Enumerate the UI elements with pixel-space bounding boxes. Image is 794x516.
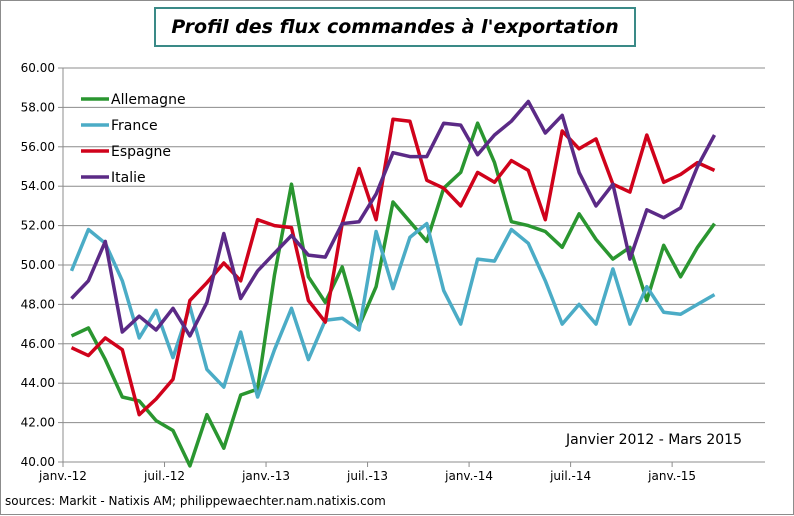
source-note: sources: Markit - Natixis AM; philippewa… [5,494,386,508]
y-tick-label: 58.00 [21,100,55,114]
legend-label: Espagne [111,144,171,160]
legend-label: Allemagne [111,92,186,108]
y-tick-label: 44.00 [21,376,55,390]
series-line-france [72,224,715,397]
date-range-annotation: Janvier 2012 - Mars 2015 [565,432,742,448]
y-tick-label: 40.00 [21,455,55,469]
y-tick-label: 42.00 [21,416,55,430]
y-tick-label: 54.00 [21,179,55,193]
legend-label: France [111,118,158,134]
x-tick-label: janv.-12 [38,469,87,483]
y-tick-label: 48.00 [21,297,55,311]
y-tick-label: 56.00 [21,140,55,154]
x-tick-label: juil.-14 [549,469,591,483]
y-tick-label: 52.00 [21,219,55,233]
legend-label: Italie [111,170,146,186]
x-tick-label: janv.-15 [647,469,696,483]
series-line-italie [72,102,715,336]
x-tick-label: janv.-14 [444,469,493,483]
series-line-allemagne [72,123,715,466]
x-tick-label: janv.-13 [241,469,290,483]
y-tick-label: 46.00 [21,337,55,351]
y-tick-label: 50.00 [21,258,55,272]
x-tick-label: juil.-13 [346,469,388,483]
x-tick-label: juil.-12 [143,469,185,483]
y-tick-label: 60.00 [21,61,55,75]
series-line-espagne [72,119,715,415]
